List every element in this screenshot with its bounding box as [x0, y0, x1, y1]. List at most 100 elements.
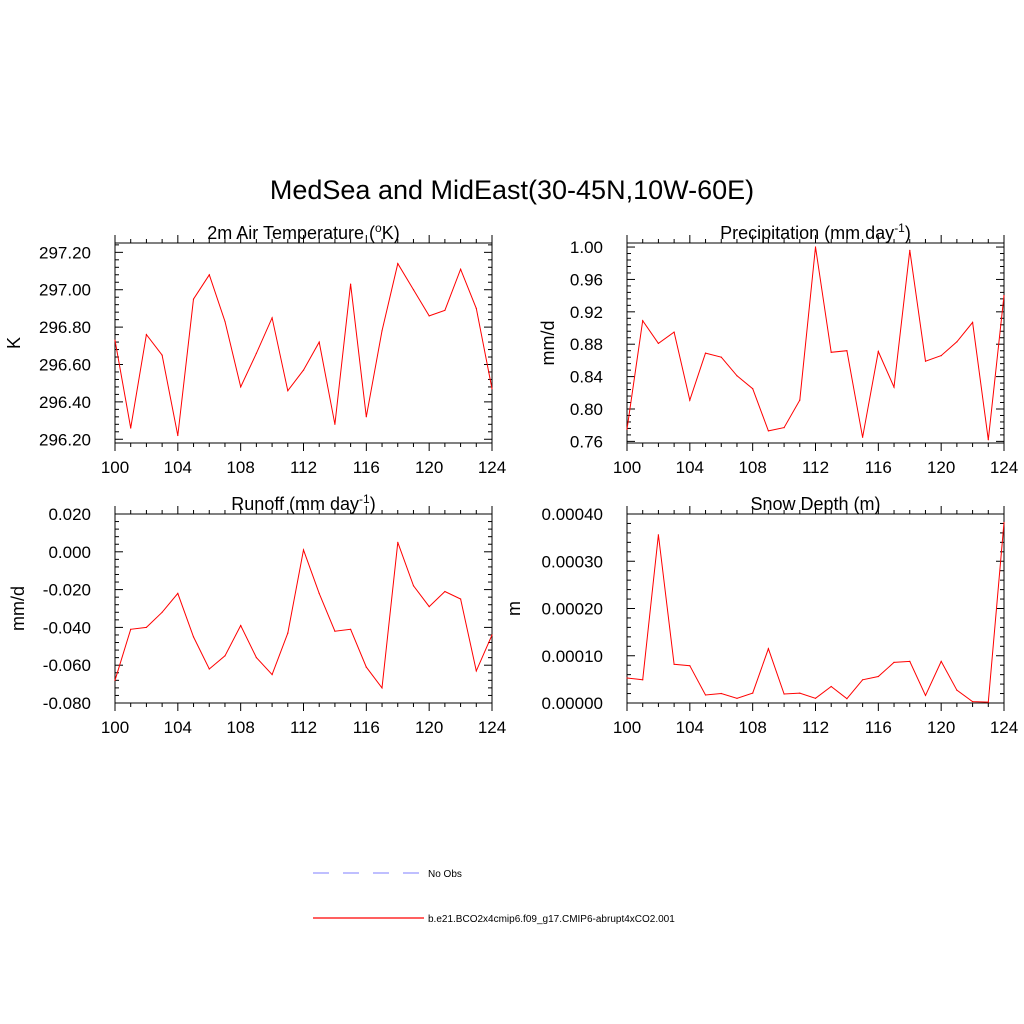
data-point: [381, 687, 383, 689]
x-tick-label: 108: [226, 718, 254, 737]
y-axis-label: mm/d: [8, 586, 28, 631]
data-point: [799, 399, 801, 401]
y-tick-label: 297.00: [39, 281, 91, 300]
data-point: [704, 352, 707, 354]
data-point: [177, 434, 179, 437]
panel-title: Precipitation (mm day-1): [720, 221, 911, 243]
x-tick-label: 120: [415, 458, 443, 477]
y-tick-label: 296.20: [39, 430, 91, 449]
data-point: [673, 663, 675, 665]
series-line: [114, 262, 493, 436]
x-tick-label: 112: [802, 718, 829, 737]
x-tick-label: 120: [415, 718, 443, 737]
data-point: [302, 549, 305, 551]
data-point: [475, 307, 477, 309]
data-point: [987, 439, 989, 441]
data-point: [177, 592, 179, 595]
y-tick-label: -0.060: [43, 656, 91, 675]
data-point: [752, 388, 754, 390]
y-tick-label: 0.84: [570, 368, 603, 387]
data-point: [334, 630, 336, 632]
data-point: [161, 611, 163, 613]
panel-snow-depth: 100 104 108 112 116 120 124 0.00000 0.00010 0.000…: [504, 494, 1018, 737]
y-tick-label: 297.20: [39, 243, 91, 262]
x-tick-label: 116: [353, 458, 380, 477]
plot-frame: [626, 513, 1005, 704]
x-tick-label: 112: [290, 458, 317, 477]
data-point: [350, 628, 352, 630]
x-tick-label: 124: [478, 458, 506, 477]
x-tick-label: 116: [865, 458, 892, 477]
data-point: [657, 342, 660, 344]
y-tick-label: -0.020: [43, 581, 91, 600]
data-point: [783, 693, 785, 695]
x-tick-label: 124: [478, 718, 506, 737]
data-point: [271, 674, 273, 676]
data-point: [365, 416, 367, 418]
data-point: [412, 289, 415, 291]
y-tick-label: 0.00040: [542, 505, 603, 524]
data-point: [642, 320, 644, 322]
data-point: [428, 606, 430, 608]
data-point: [720, 356, 722, 358]
plot-frame: [114, 513, 493, 704]
panel-title: 2m Air Temperature (oK): [207, 221, 399, 243]
y-tick-label: -0.080: [43, 694, 91, 713]
data-point: [626, 677, 628, 679]
data-point: [689, 665, 691, 667]
legend-label-model: b.e21.BCO2x4cmip6.f09_g17.CMIP6-abrupt4x…: [428, 914, 675, 925]
data-point: [830, 685, 832, 688]
x-tick-label: 104: [164, 718, 192, 737]
data-point: [846, 698, 848, 700]
series-line: [626, 522, 1005, 703]
x-tick-label: 100: [101, 718, 129, 737]
data-point: [767, 430, 770, 432]
data-point: [846, 350, 848, 352]
y-tick-label: 0.92: [570, 303, 603, 322]
data-point: [397, 263, 399, 265]
data-point: [1003, 521, 1005, 524]
data-point: [192, 636, 195, 638]
y-tick-label: -0.040: [43, 618, 91, 637]
data-point: [783, 427, 785, 429]
data-point: [240, 624, 242, 627]
plot-frame: [626, 242, 1005, 444]
data-point: [814, 246, 817, 248]
panel-title-base: Snow Depth (m): [750, 494, 880, 514]
data-point: [862, 436, 864, 438]
data-point: [224, 655, 226, 657]
data-point: [893, 386, 895, 388]
data-point: [626, 428, 628, 430]
series-line: [114, 542, 493, 690]
data-point: [412, 585, 415, 587]
x-tick-label: 108: [738, 458, 766, 477]
main-title: MedSea and MidEast(30-45N,10W-60E): [270, 175, 754, 205]
panel-title-tail: ): [905, 223, 911, 243]
legend-label-no-obs: No Obs: [428, 869, 462, 880]
x-tick-label: 100: [101, 458, 129, 477]
y-tick-label: 296.60: [39, 355, 91, 374]
legend: No Obs b.e21.BCO2x4cmip6.f09_g17.CMIP6-a…: [313, 869, 675, 925]
data-point: [909, 660, 911, 663]
y-tick-label: 0.00020: [542, 600, 603, 619]
data-point: [862, 679, 864, 681]
data-point: [940, 355, 942, 357]
data-point: [114, 339, 116, 341]
panel-title-superscript: -1: [359, 492, 370, 506]
x-tick-label: 116: [865, 718, 892, 737]
data-point: [381, 330, 383, 332]
panel-title-superscript: -1: [894, 221, 905, 235]
data-point: [444, 590, 446, 593]
y-axis-label: K: [4, 337, 24, 349]
data-point: [397, 541, 399, 544]
x-tick-label: 112: [802, 458, 829, 477]
data-point: [814, 697, 817, 699]
data-point: [444, 309, 446, 311]
x-tick-label: 104: [676, 458, 704, 477]
panel-runoff: 100 104 108 112 116 120 124 -0.080 -0.060 -0.040 -…: [8, 492, 506, 737]
y-tick-label: 0.00010: [542, 647, 603, 666]
series-line: [626, 246, 1005, 440]
x-tick-label: 112: [290, 718, 317, 737]
data-point: [145, 626, 147, 629]
data-point: [893, 661, 895, 664]
